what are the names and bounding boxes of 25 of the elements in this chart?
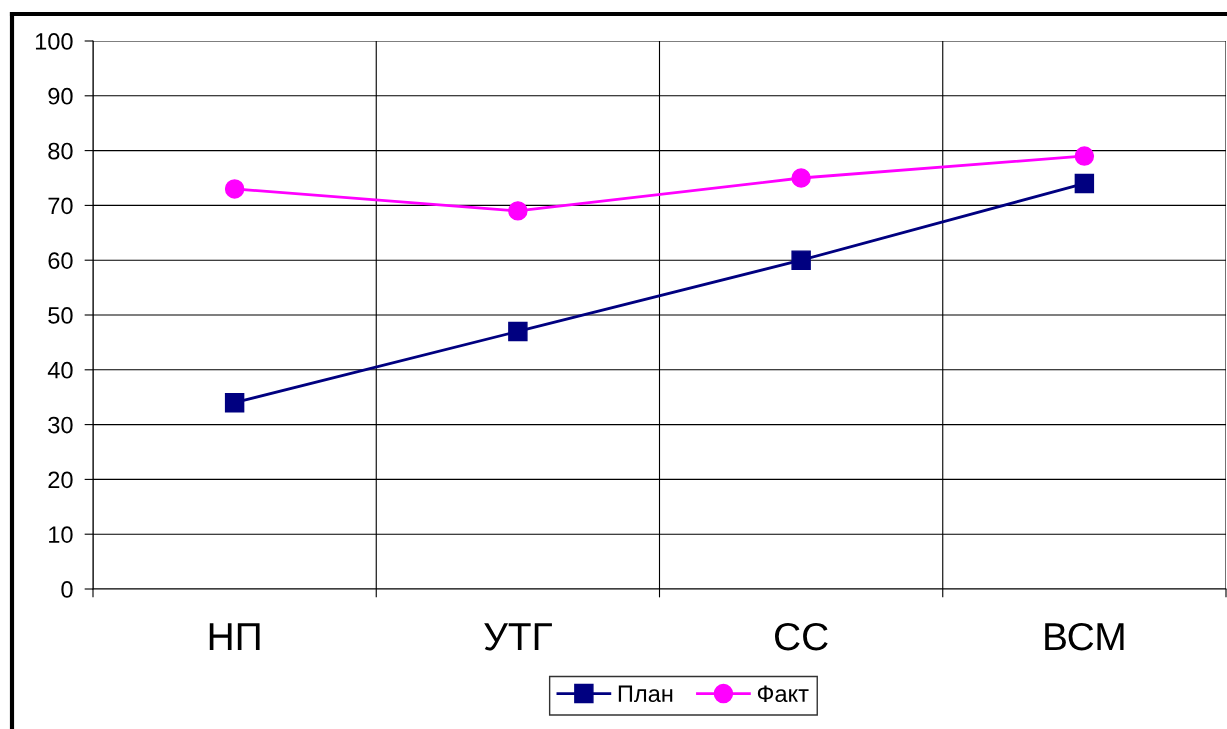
point (791, 250, 811, 270)
x-tick-label: УТГ (484, 623, 552, 651)
y-tick-label: 60 (48, 252, 73, 269)
x-tick-label: НП (209, 623, 260, 651)
x-tick-label: СС (775, 622, 828, 651)
x-tick-label: ВСМ (1045, 622, 1124, 651)
y-tick-label: 10 (49, 526, 73, 543)
y-tick-label: 90 (48, 87, 73, 105)
point (791, 168, 811, 188)
point (224, 392, 245, 413)
point (1074, 146, 1095, 166)
y-tick-label: 80 (48, 142, 73, 160)
legend-label: Факт (757, 685, 809, 703)
y-tick-label: 50 (48, 307, 73, 324)
point (1074, 173, 1095, 194)
point (508, 201, 528, 221)
y-tick-label: 30 (48, 416, 73, 434)
y-tick-label: 20 (48, 471, 73, 489)
y-tick-label: 100 (35, 33, 73, 50)
y-tick-label: 0 (61, 581, 73, 598)
legend-label: План (618, 685, 673, 703)
y-tick-label: 70 (48, 197, 73, 215)
point (224, 179, 245, 199)
y-tick-label: 40 (47, 361, 73, 379)
point (508, 321, 528, 342)
